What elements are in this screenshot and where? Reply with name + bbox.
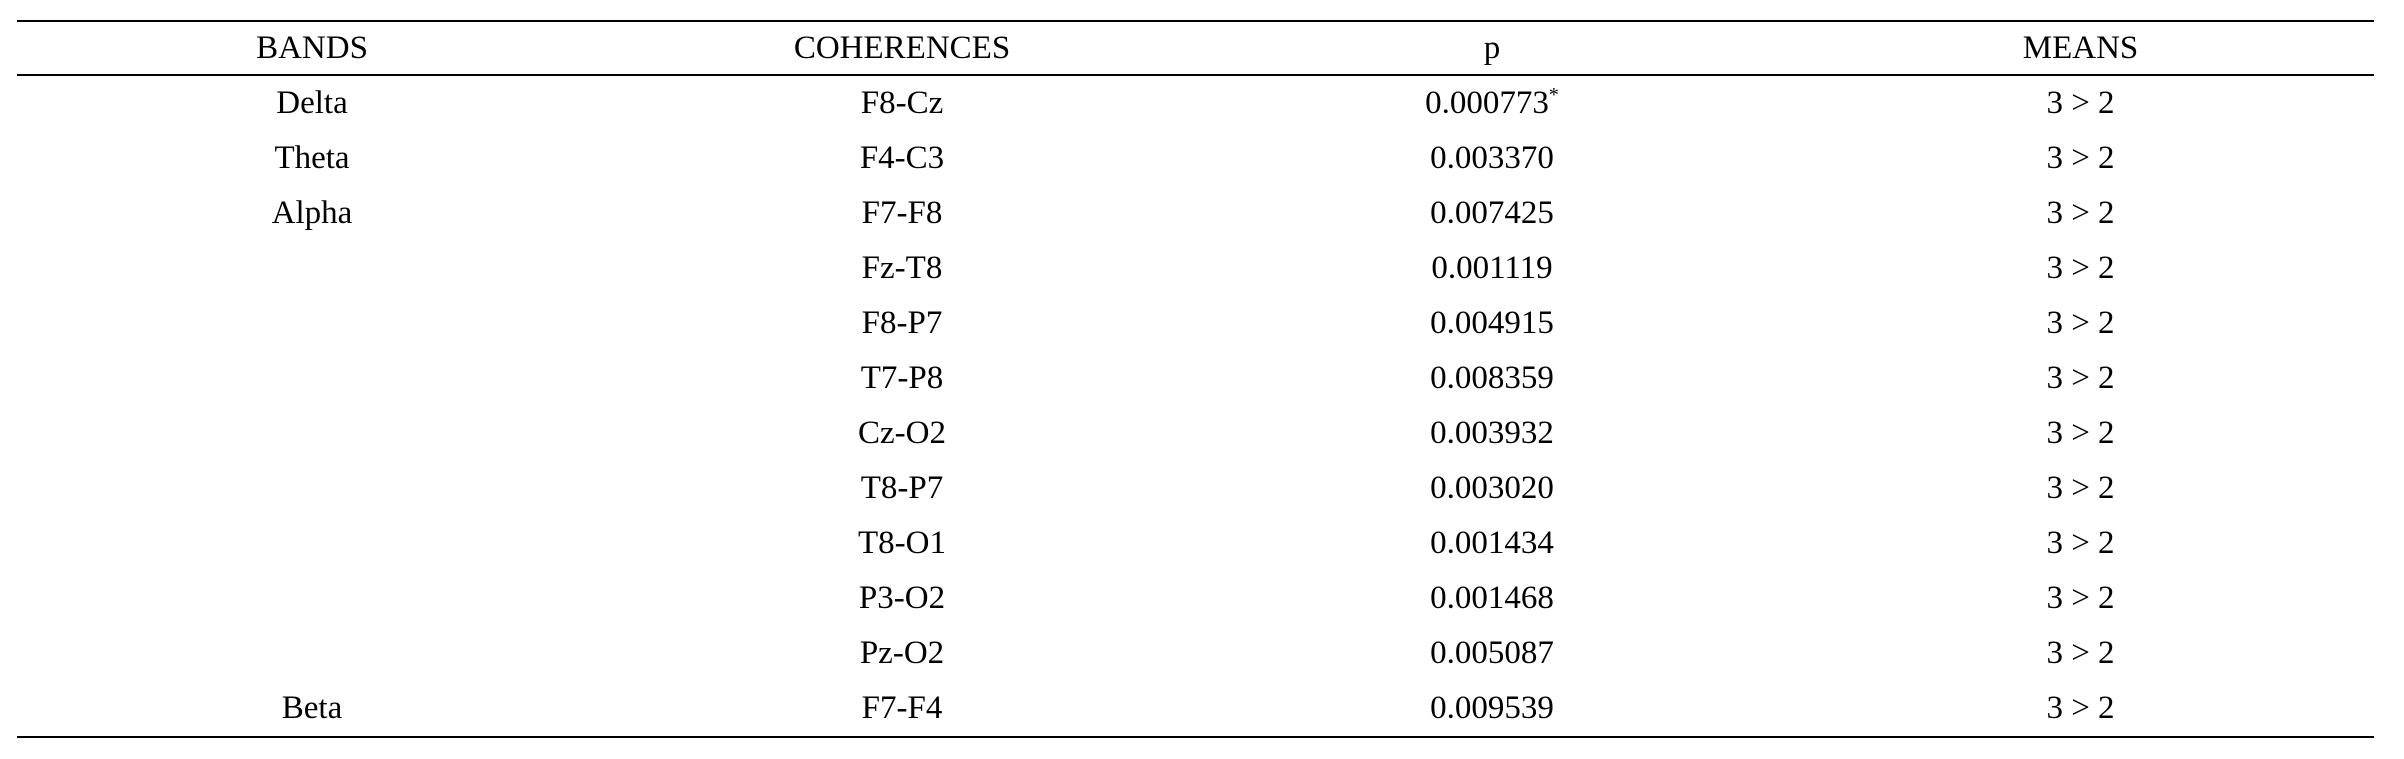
table-row: F8-P7 0.004915 3 > 2 — [17, 296, 2374, 351]
cell-means: 3 > 2 — [2046, 635, 2115, 671]
cell-coherence: F7-F4 — [861, 690, 943, 726]
table-row: T8-P7 0.003020 3 > 2 — [17, 461, 2374, 516]
header-coherences: COHERENCES — [793, 29, 1011, 66]
cell-coherence: F7-F8 — [861, 195, 943, 231]
cell-coherence: Pz-O2 — [859, 635, 945, 671]
p-value: 0.008359 — [1430, 360, 1554, 396]
cell-coherence: F8-Cz — [860, 85, 944, 121]
table-row: Pz-O2 0.005087 3 > 2 — [17, 626, 2374, 681]
cell-means: 3 > 2 — [2046, 195, 2115, 231]
cell-coherence: T8-P7 — [860, 470, 944, 506]
cell-means: 3 > 2 — [2046, 470, 2115, 506]
cell-means: 3 > 2 — [2046, 140, 2115, 176]
cell-p: 0.007425 — [1197, 186, 1787, 241]
cell-band: Theta — [274, 140, 350, 176]
cell-p: 0.001468 — [1197, 571, 1787, 626]
p-value: 0.009539 — [1430, 690, 1554, 726]
cell-means: 3 > 2 — [2046, 85, 2115, 121]
significance-mark: * — [1548, 84, 1559, 106]
cell-p: 0.009539 — [1197, 681, 1787, 737]
cell-band — [17, 241, 607, 296]
cell-band — [17, 406, 607, 461]
cell-p: 0.004915 — [1197, 296, 1787, 351]
cell-band — [17, 296, 607, 351]
header-row: BANDS COHERENCES p MEANS — [17, 21, 2374, 75]
cell-p: 0.000773* — [1197, 75, 1787, 131]
p-value: 0.004915 — [1430, 305, 1554, 341]
cell-means: 3 > 2 — [2046, 525, 2115, 561]
table-row: Cz-O2 0.003932 3 > 2 — [17, 406, 2374, 461]
table-row: Fz-T8 0.001119 3 > 2 — [17, 241, 2374, 296]
cell-means: 3 > 2 — [2046, 250, 2115, 286]
cell-coherence: P3-O2 — [858, 580, 946, 616]
cell-means: 3 > 2 — [2046, 360, 2115, 396]
cell-coherence: F8-P7 — [861, 305, 943, 341]
coherence-table: BANDS COHERENCES p MEANS Delta F8-Cz 0.0… — [17, 20, 2374, 738]
table-body: Delta F8-Cz 0.000773* 3 > 2 Theta F4-C3 … — [17, 75, 2374, 737]
cell-p: 0.001434 — [1197, 516, 1787, 571]
cell-band: Beta — [281, 690, 343, 726]
header-means: MEANS — [2022, 29, 2139, 66]
table-row: Beta F7-F4 0.009539 3 > 2 — [17, 681, 2374, 737]
cell-band — [17, 516, 607, 571]
p-value: 0.003020 — [1430, 470, 1554, 506]
cell-p: 0.005087 — [1197, 626, 1787, 681]
header-bands: BANDS — [256, 29, 368, 66]
cell-coherence: T8-O1 — [858, 525, 946, 561]
cell-band — [17, 351, 607, 406]
table-row: T8-O1 0.001434 3 > 2 — [17, 516, 2374, 571]
cell-p: 0.003932 — [1197, 406, 1787, 461]
cell-p: 0.008359 — [1197, 351, 1787, 406]
cell-coherence: Cz-O2 — [858, 415, 946, 451]
cell-means: 3 > 2 — [2046, 580, 2115, 616]
p-value: 0.003370 — [1430, 140, 1554, 176]
p-value: 0.007425 — [1430, 195, 1554, 231]
coherence-table-container: BANDS COHERENCES p MEANS Delta F8-Cz 0.0… — [17, 20, 2374, 738]
cell-band: Alpha — [271, 195, 353, 231]
cell-means: 3 > 2 — [2046, 690, 2115, 726]
p-value: 0.001468 — [1430, 580, 1554, 616]
cell-band — [17, 571, 607, 626]
cell-p: 0.003020 — [1197, 461, 1787, 516]
p-value: 0.001434 — [1430, 525, 1554, 561]
table-row: Delta F8-Cz 0.000773* 3 > 2 — [17, 75, 2374, 131]
cell-p: 0.001119 — [1197, 241, 1787, 296]
table-row: Theta F4-C3 0.003370 3 > 2 — [17, 131, 2374, 186]
header-p: p — [1483, 29, 1501, 66]
cell-band — [17, 461, 607, 516]
table-row: T7-P8 0.008359 3 > 2 — [17, 351, 2374, 406]
cell-means: 3 > 2 — [2046, 415, 2115, 451]
p-value: 0.001119 — [1431, 250, 1553, 286]
cell-p: 0.003370 — [1197, 131, 1787, 186]
cell-band: Delta — [276, 85, 348, 121]
cell-means: 3 > 2 — [2046, 305, 2115, 341]
cell-band — [17, 626, 607, 681]
cell-coherence: Fz-T8 — [861, 250, 943, 286]
p-value: 0.005087 — [1430, 635, 1554, 671]
table-row: Alpha F7-F8 0.007425 3 > 2 — [17, 186, 2374, 241]
p-value: 0.000773 — [1425, 85, 1549, 121]
table-row: P3-O2 0.001468 3 > 2 — [17, 571, 2374, 626]
cell-coherence: F4-C3 — [859, 140, 945, 176]
p-value: 0.003932 — [1430, 415, 1554, 451]
table-header: BANDS COHERENCES p MEANS — [17, 21, 2374, 75]
cell-coherence: T7-P8 — [860, 360, 944, 396]
